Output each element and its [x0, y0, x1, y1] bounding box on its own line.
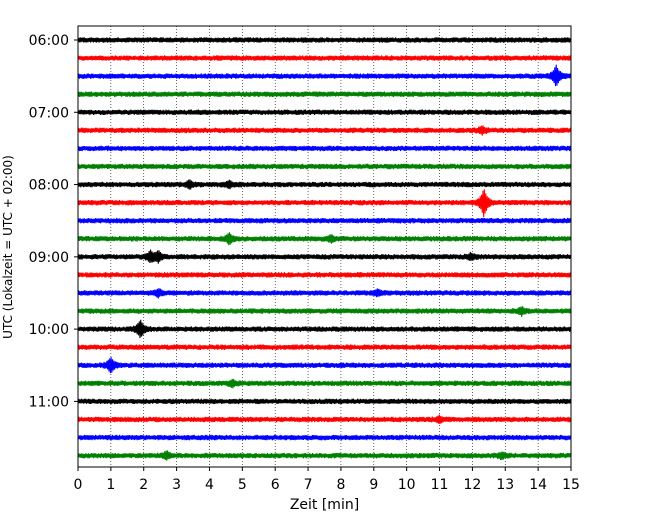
trace-0845 [77, 232, 572, 246]
trace-1145 [77, 450, 572, 461]
trace-1100 [77, 398, 572, 405]
trace-0600 [77, 37, 572, 43]
trace-0715 [77, 125, 572, 136]
y-axis-label: UTC (Lokalzeit = UTC + 02:00) [1, 155, 15, 339]
trace-0900 [77, 249, 572, 264]
trace-0815 [77, 189, 572, 218]
x-axis-ticks: 0 1 2 3 4 5 6 7 8 9 10 11 12 13 14 15 [74, 467, 580, 493]
plot-frame [77, 25, 572, 468]
y-tick-label: 09:00 [29, 250, 69, 266]
trace-1115 [77, 414, 572, 425]
x-tick-label: 12 [463, 477, 481, 493]
trace-0800 [77, 179, 572, 190]
y-tick-label: 11:00 [29, 394, 69, 410]
trace-0700 [77, 109, 572, 116]
trace-0745 [77, 163, 572, 170]
x-tick-label: 0 [74, 477, 83, 493]
seismic-traces [77, 37, 572, 461]
x-tick-label: 4 [205, 477, 214, 493]
trace-1015 [77, 344, 572, 350]
x-tick-label: 9 [369, 477, 378, 493]
x-tick-label: 5 [238, 477, 247, 493]
trace-0615 [77, 55, 572, 61]
x-tick-label: 7 [304, 477, 313, 493]
x-tick-label: 14 [529, 477, 547, 493]
trace-0930 [77, 288, 572, 299]
trace-0630 [77, 64, 572, 87]
x-tick-label: 1 [106, 477, 115, 493]
x-tick-label: 13 [496, 477, 514, 493]
trace-0645 [77, 91, 572, 97]
y-tick-label: 08:00 [29, 178, 69, 194]
y-axis-ticks: 06:00 07:00 08:00 09:00 10:00 11:00 [29, 33, 78, 410]
trace-0830 [77, 217, 572, 224]
trace-1045 [77, 378, 572, 389]
x-axis-label: Zeit [min] [290, 497, 359, 513]
y-tick-label: 07:00 [29, 105, 69, 121]
x-tick-label: 2 [139, 477, 148, 493]
x-tick-label: 10 [398, 477, 416, 493]
trace-0945 [77, 306, 572, 317]
x-tick-label: 8 [336, 477, 345, 493]
trace-0730 [77, 145, 572, 152]
x-tick-label: 11 [431, 477, 449, 493]
x-tick-label: 6 [271, 477, 280, 493]
trace-1000 [77, 319, 572, 339]
x-tick-label: 3 [172, 477, 181, 493]
trace-0915 [77, 272, 572, 278]
y-tick-label: 10:00 [29, 322, 69, 338]
trace-1130 [77, 434, 572, 441]
y-tick-label: 06:00 [29, 33, 69, 49]
x-tick-label: 15 [562, 477, 580, 493]
trace-1030 [77, 357, 572, 374]
